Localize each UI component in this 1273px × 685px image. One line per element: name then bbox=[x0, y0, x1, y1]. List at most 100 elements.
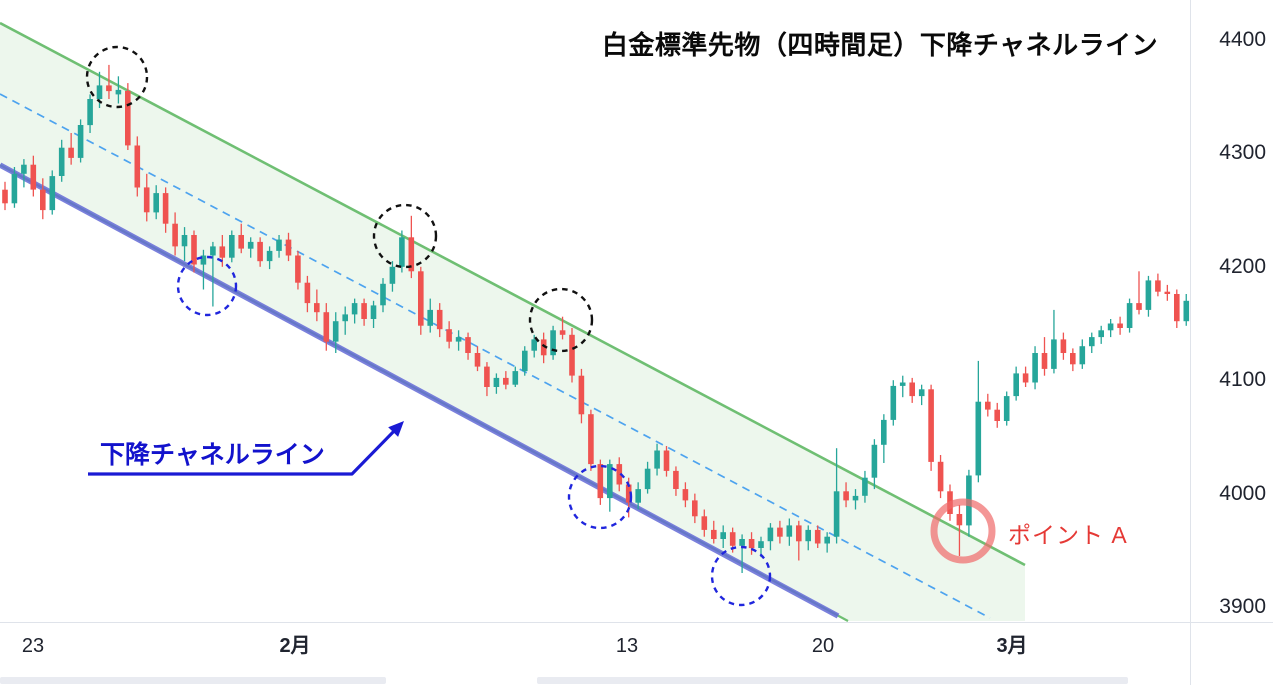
candle-body bbox=[219, 246, 226, 258]
candle-body bbox=[446, 329, 452, 342]
candle-body bbox=[711, 529, 717, 539]
candle-body bbox=[125, 91, 131, 146]
channel-upper-line bbox=[0, 21, 1026, 567]
candle-body bbox=[1164, 291, 1171, 294]
candle-body bbox=[550, 330, 556, 356]
time-axis-label: 2月 bbox=[279, 635, 311, 657]
time-axis-divider bbox=[0, 622, 1273, 623]
candles bbox=[2, 64, 1190, 573]
candle-body bbox=[1022, 373, 1029, 383]
trend-arrow-head bbox=[388, 421, 404, 437]
time-axis-label: 20 bbox=[811, 635, 835, 657]
candle-body bbox=[1126, 303, 1133, 328]
candle-body bbox=[503, 377, 509, 385]
price-axis-label: 4400 bbox=[1219, 28, 1266, 51]
candle-body bbox=[229, 235, 235, 258]
candle-body bbox=[200, 255, 207, 265]
candle-body bbox=[418, 271, 424, 326]
candle-body bbox=[351, 303, 358, 315]
lower-touch-circle bbox=[176, 255, 238, 317]
candle-body bbox=[304, 282, 311, 304]
candle-body bbox=[909, 382, 915, 397]
candle-body bbox=[493, 377, 500, 387]
candle-body bbox=[40, 189, 46, 211]
candle-body bbox=[1136, 303, 1142, 310]
candle-body bbox=[937, 461, 944, 492]
candle-body bbox=[49, 176, 56, 211]
candle-body bbox=[1183, 300, 1190, 322]
candle-body bbox=[833, 491, 840, 537]
candle-body bbox=[985, 401, 991, 410]
candle-body bbox=[824, 536, 830, 544]
price-axis-label: 4300 bbox=[1219, 141, 1266, 164]
candle-body bbox=[692, 500, 698, 517]
candle-body bbox=[484, 366, 490, 387]
candle-body bbox=[361, 303, 367, 319]
candle-body bbox=[295, 255, 301, 283]
candle-body bbox=[115, 89, 122, 95]
candle-body bbox=[843, 491, 849, 501]
candle-body bbox=[266, 250, 273, 262]
candle-body bbox=[285, 239, 292, 256]
candle-body bbox=[1155, 280, 1161, 292]
candle-body bbox=[68, 147, 74, 158]
candle-body bbox=[814, 529, 821, 544]
candle-body bbox=[597, 464, 604, 499]
price-axis-label: 4100 bbox=[1219, 368, 1266, 391]
chart-title: 白金標準先物（四時間足）下降チャネルライン bbox=[601, 30, 1159, 60]
candle-body bbox=[191, 235, 197, 265]
candle-body bbox=[436, 309, 443, 330]
candle-body bbox=[588, 414, 594, 465]
candle-body bbox=[786, 525, 793, 537]
descending-channel-label: 下降チャネルライン bbox=[100, 441, 325, 469]
candle-body bbox=[332, 321, 339, 342]
candle-body bbox=[739, 539, 745, 546]
candle-body bbox=[1098, 330, 1104, 338]
candle-body bbox=[540, 339, 547, 356]
candle-body bbox=[1079, 346, 1086, 365]
candle-body bbox=[96, 85, 103, 99]
candle-body bbox=[342, 314, 348, 322]
candle-body bbox=[399, 237, 405, 267]
candle-body bbox=[276, 239, 282, 251]
candle-body bbox=[569, 334, 575, 376]
time-axis-label: 13 bbox=[615, 635, 639, 657]
candle-body bbox=[871, 444, 878, 478]
candle-body bbox=[625, 484, 632, 503]
candle-body bbox=[474, 353, 481, 367]
candle-body bbox=[408, 237, 415, 272]
candle-body bbox=[11, 173, 18, 204]
candle-body bbox=[134, 145, 141, 188]
upper-touch-circle bbox=[372, 203, 438, 269]
candle-body bbox=[890, 385, 897, 420]
candle-body bbox=[1013, 373, 1019, 397]
loading-bar bbox=[537, 677, 1128, 684]
candle-body bbox=[323, 312, 330, 342]
candle-body bbox=[701, 516, 708, 530]
time-axis-label: 3月 bbox=[996, 635, 1028, 657]
candle-body bbox=[455, 337, 462, 342]
candle-body bbox=[729, 532, 736, 546]
upper-touch-circle bbox=[528, 287, 594, 353]
candle-body bbox=[1107, 323, 1114, 331]
candle-body bbox=[238, 235, 244, 249]
candle-body bbox=[1089, 337, 1095, 347]
candle-body bbox=[153, 193, 159, 213]
price-axis-label: 3900 bbox=[1219, 595, 1266, 618]
candle-body bbox=[635, 489, 641, 503]
candle-body bbox=[673, 470, 679, 489]
candle-body bbox=[257, 241, 263, 262]
candle-body bbox=[2, 189, 8, 204]
candle-body bbox=[654, 450, 660, 469]
candle-body bbox=[994, 409, 1000, 421]
candle-body bbox=[1117, 323, 1123, 328]
price-axis-label: 4200 bbox=[1219, 255, 1266, 278]
loading-bar bbox=[0, 677, 386, 684]
candle-body bbox=[777, 527, 783, 537]
candle-body bbox=[748, 539, 755, 549]
candle-body bbox=[975, 401, 982, 476]
candle-body bbox=[1003, 396, 1010, 421]
lower-touch-circle bbox=[567, 464, 633, 530]
